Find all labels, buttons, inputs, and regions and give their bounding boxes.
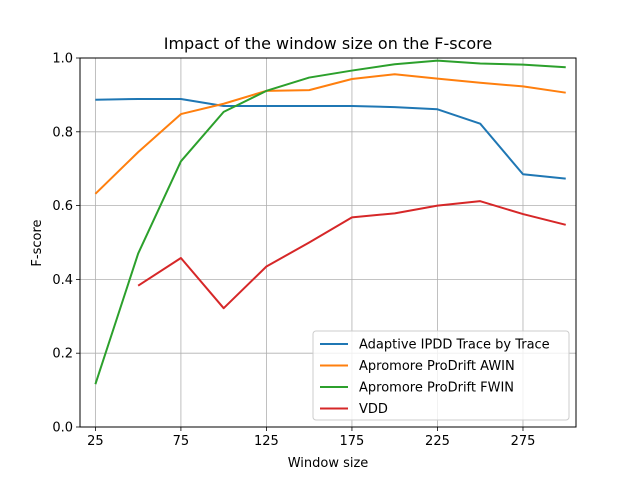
series-line-apromore-prodrift-awin <box>94 73 566 195</box>
axis-ticks: 25 75 125 175 225 275 0.0 0.2 0.4 0.6 0.8 1.0 <box>52 52 535 450</box>
x-axis-title: Window size <box>288 456 369 471</box>
series-lines <box>94 59 566 385</box>
y-axis-title: F-score <box>30 219 45 266</box>
y-tick-label: 0.0 <box>52 421 73 436</box>
legend: Adaptive IPDD Trace by Trace Apromore Pro… <box>312 330 570 421</box>
y-tick-label: 1.0 <box>52 52 73 67</box>
plot-frame <box>79 57 577 428</box>
legend-label-apromore-prodrift-fwin: Apromore ProDrift FWIN <box>359 381 514 396</box>
x-tick-label: 125 <box>254 434 279 449</box>
y-tick-label: 0.2 <box>52 347 73 362</box>
x-tick-label: 75 <box>173 434 190 449</box>
series-line-adaptive-ipdd-trace-by-trace <box>95 97 566 180</box>
x-tick-label: 275 <box>511 434 536 449</box>
y-tick-label: 0.6 <box>52 199 73 214</box>
legend-label-apromore-prodrift-awin: Apromore ProDrift AWIN <box>359 359 515 374</box>
series-line-apromore-prodrift-fwin <box>94 59 566 385</box>
x-tick-label: 25 <box>87 434 104 449</box>
legend-label-vdd: VDD <box>359 402 388 417</box>
chart-title: Impact of the window size on the F-score <box>164 34 493 53</box>
x-tick-label: 175 <box>340 434 365 449</box>
y-tick-label: 0.8 <box>52 125 73 140</box>
legend-frame <box>312 330 570 421</box>
legend-label-adaptive-ipdd-trace-by-trace: Adaptive IPDD Trace by Trace <box>359 338 550 353</box>
y-tick-label: 0.4 <box>52 273 73 288</box>
x-tick-label: 225 <box>425 434 450 449</box>
